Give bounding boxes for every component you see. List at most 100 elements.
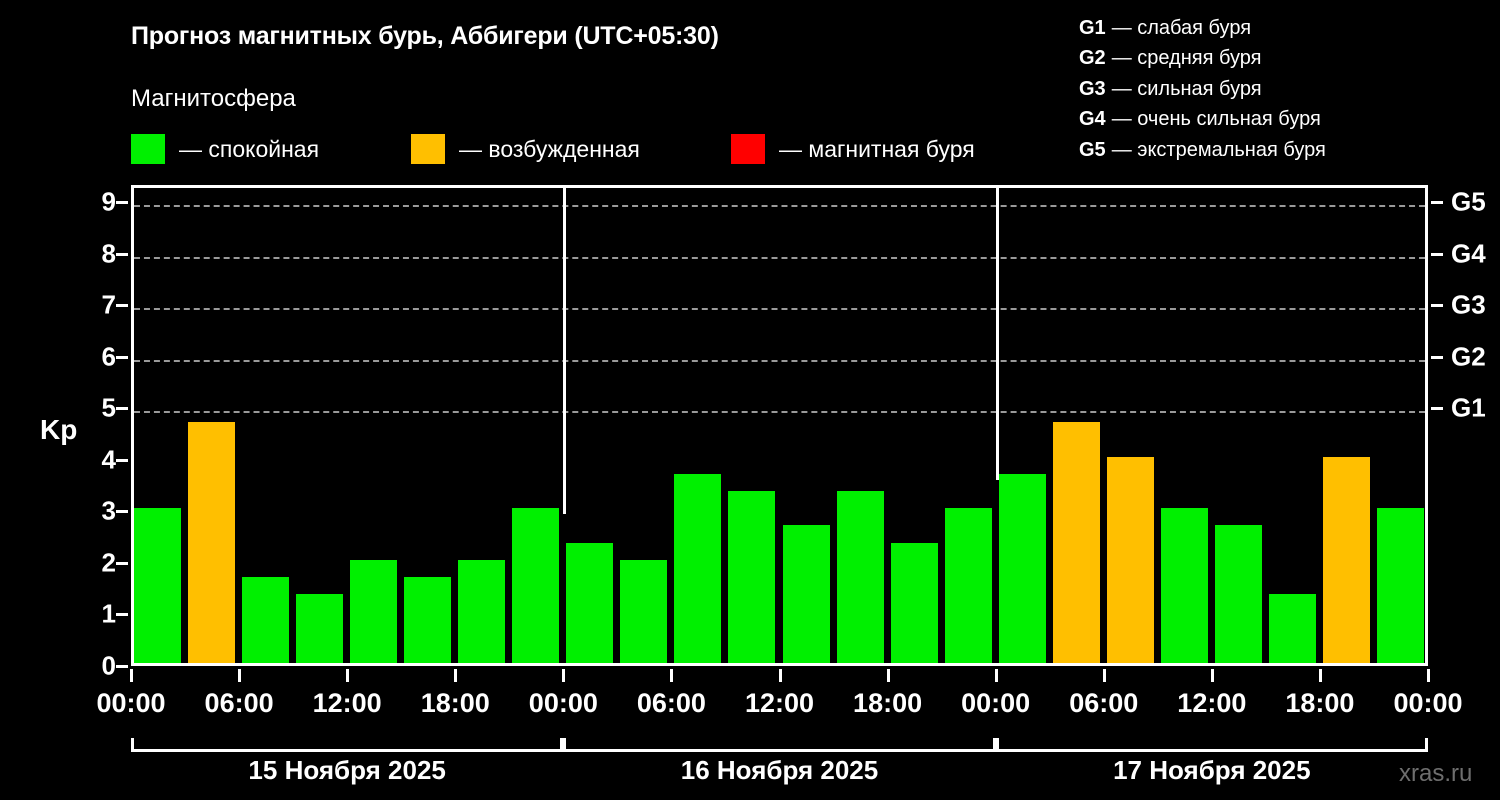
y-tick-mark-6 [116, 355, 128, 359]
y-tick-mark-2 [116, 561, 128, 565]
gscale-row-g2: G2— средняя буря [1079, 44, 1326, 75]
bar-kp [404, 576, 452, 663]
gridline-kp-9 [134, 205, 1425, 207]
x-tick-mark [562, 669, 566, 682]
plot-area [131, 185, 1428, 666]
x-tick-mark [994, 669, 998, 682]
day-label-1: 15 Ноября 2025 [248, 755, 446, 785]
bar-kp [1322, 456, 1370, 663]
red-swatch [731, 134, 765, 164]
legend-item-1: — спокойная [131, 132, 319, 166]
g-axis-label-g4: G4 [1451, 238, 1486, 269]
day-label-2: 16 Ноября 2025 [680, 755, 879, 785]
x-tick-mark [238, 669, 242, 682]
bar-kp [242, 576, 290, 663]
bar-kp [944, 508, 992, 663]
gscale-description: — слабая буря [1111, 16, 1252, 39]
gscale-row-g1: G1— слабая буря [1079, 13, 1326, 44]
gscale-code: G3 [1079, 77, 1106, 100]
y-tick-mark-9 [116, 201, 128, 204]
g-tick-mark-g2 [1431, 355, 1443, 359]
watermark: xras.ru [1399, 760, 1473, 787]
x-tick-label: 18:00 [853, 688, 923, 718]
gridline-kp-7 [134, 308, 1425, 311]
x-tick-mark [1210, 669, 1214, 682]
green-swatch [131, 134, 165, 164]
y-tick-label-4: 4 [101, 444, 116, 475]
gscale-row-g5: G5— экстремальная буря [1079, 135, 1326, 166]
x-tick-label: 12:00 [312, 688, 382, 718]
x-tick-label: 18:00 [420, 688, 490, 718]
y-tick-label-9: 9 [101, 186, 116, 217]
bar-kp [296, 594, 344, 663]
magnetosphere-heading: Магнитосфера [131, 85, 296, 112]
day-separator-2 [995, 188, 999, 480]
bar-kp [836, 491, 884, 663]
y-tick-label-3: 3 [101, 495, 116, 526]
gridline-kp-6 [134, 359, 1425, 362]
x-tick-mark [130, 669, 133, 682]
bar-kp [458, 559, 506, 663]
y-axis-labels: 0 1 2 3 4 5 6 7 8 9 [60, 0, 116, 800]
x-tick-mark [1318, 669, 1322, 682]
day-bracket-3 [995, 738, 1428, 752]
bar-kp [998, 473, 1046, 663]
bar-kp [1268, 594, 1316, 663]
bar-kp [1214, 525, 1262, 663]
x-tick-label: 12:00 [744, 688, 815, 718]
bar-kp [620, 559, 668, 663]
bar-kp [188, 422, 236, 663]
g-axis-label-g2: G2 [1451, 341, 1486, 372]
bar-kp [350, 559, 398, 663]
y-tick-label-6: 6 [101, 341, 116, 372]
legend-item-label: — спокойная [179, 135, 320, 162]
bar-kp [566, 542, 614, 663]
gscale-description: — экстремальная буря [1111, 138, 1326, 161]
legend-item-label: — возбужденная [459, 135, 640, 162]
g-tick-mark-g5 [1431, 201, 1443, 204]
g-tick-mark-g1 [1431, 407, 1443, 411]
x-tick-mark [778, 669, 782, 682]
x-tick-label: 18:00 [1285, 688, 1355, 718]
gscale-legend: G1— слабая буря G2— средняя буря G3— сильн… [1079, 13, 1326, 166]
y-tick-mark-0 [116, 665, 128, 668]
x-tick-mark [670, 669, 674, 682]
x-tick-label: 00:00 [1393, 688, 1463, 718]
legend-item-2: — возбужденная [411, 132, 640, 166]
x-tick-mark [454, 669, 458, 682]
y-tick-label-7: 7 [101, 289, 116, 320]
x-tick-label: 00:00 [961, 688, 1031, 718]
g-tick-mark-g4 [1431, 252, 1443, 256]
y-axis-title: Kp [40, 414, 78, 445]
bar-kp [1106, 456, 1154, 663]
day-bracket-1 [131, 738, 564, 752]
x-tick-label: 12:00 [1177, 688, 1247, 718]
gscale-code: G1 [1079, 16, 1106, 39]
y-tick-label-0: 0 [101, 650, 116, 681]
gscale-description: — средняя буря [1111, 47, 1262, 70]
y-tick-label-2: 2 [101, 547, 116, 578]
bar-kp [1160, 508, 1208, 663]
gridline-kp-5 [134, 411, 1425, 414]
g-axis-label-g3: G3 [1451, 289, 1486, 320]
day-label-3: 17 Ноября 2025 [1113, 755, 1311, 785]
y-tick-mark-7 [116, 304, 128, 308]
y-tick-mark-4 [116, 458, 128, 462]
bar-kp [674, 473, 722, 663]
y-tick-label-5: 5 [101, 392, 116, 423]
legend-item-label: — магнитная буря [779, 135, 975, 162]
x-tick-label: 06:00 [636, 688, 706, 718]
y-tick-mark-3 [116, 510, 128, 514]
y-tick-mark-8 [116, 252, 128, 256]
bar-kp [728, 491, 776, 663]
y-tick-label-1: 1 [101, 598, 116, 629]
x-tick-mark [1427, 669, 1430, 682]
legend-item-3: — магнитная буря [731, 132, 975, 166]
x-tick-mark [346, 669, 350, 682]
gscale-code: G5 [1079, 138, 1106, 161]
gscale-code: G4 [1079, 108, 1106, 131]
day-separator-1 [563, 188, 567, 515]
day-bracket-2 [563, 738, 996, 752]
gridline-kp-8 [134, 256, 1425, 259]
